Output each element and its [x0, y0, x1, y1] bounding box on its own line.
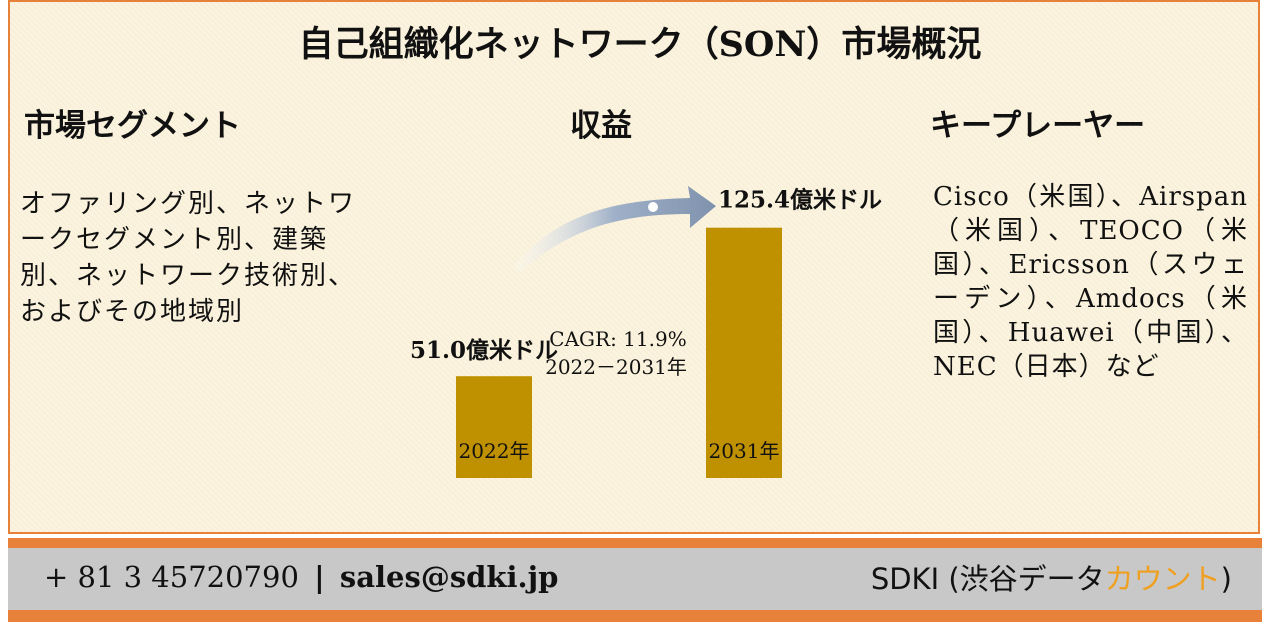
- email-link[interactable]: sales@sdki.jp: [339, 560, 559, 594]
- revenue-heading: 収益: [570, 108, 632, 144]
- segment-description: オファリング別、ネットワークセグメント別、建築別、ネットワーク技術別、およびその…: [20, 189, 357, 327]
- brand-accent: カウント: [1104, 562, 1221, 596]
- cagr-label: CAGR: 11.9%: [549, 327, 686, 351]
- phone-number: + 81 3 45720790: [44, 560, 299, 594]
- bar-2022年: [456, 376, 532, 478]
- footer: + 81 3 45720790 | sales@sdki.jp SDKI (渋谷…: [8, 548, 1262, 610]
- brand-name: SDKI (渋谷データカウント): [871, 556, 1232, 598]
- value-label-2031: 125.4億米ドル: [718, 187, 882, 214]
- contact-info: + 81 3 45720790 | sales@sdki.jp: [44, 560, 558, 594]
- page-title: 自己組織化ネットワーク（SON）市場概況: [298, 24, 982, 65]
- contact-separator: |: [314, 560, 325, 594]
- bar-2031年: [706, 227, 782, 478]
- segment-heading: 市場セグメント: [24, 108, 241, 144]
- bar-category-label: 2031年: [709, 439, 780, 463]
- footer-stripe-top: [8, 538, 1262, 548]
- growth-arrow: [512, 186, 716, 272]
- brand-suffix: ): [1220, 562, 1232, 596]
- brand-prefix: SDKI (渋谷データ: [870, 562, 1105, 596]
- key-players-heading: キープレーヤー: [930, 108, 1146, 144]
- arrow-highlight-dot: [648, 202, 658, 212]
- bar-category-label: 2022年: [459, 439, 530, 463]
- overview-panel: [8, 0, 1260, 534]
- cagr-period-label: 2022－2031年: [545, 355, 687, 379]
- key-players-list: Cisco（米国）、Airspan（米国）、TEOCO（米国）、Ericsson…: [933, 182, 1248, 382]
- value-label-2022: 51.0億米ドル: [410, 337, 558, 364]
- footer-stripe-bottom: [8, 610, 1262, 622]
- revenue-chart: 2022年 2031年 51.0億米ドル 125.4億米ドル CAGR: 11.9% 20…: [410, 186, 882, 478]
